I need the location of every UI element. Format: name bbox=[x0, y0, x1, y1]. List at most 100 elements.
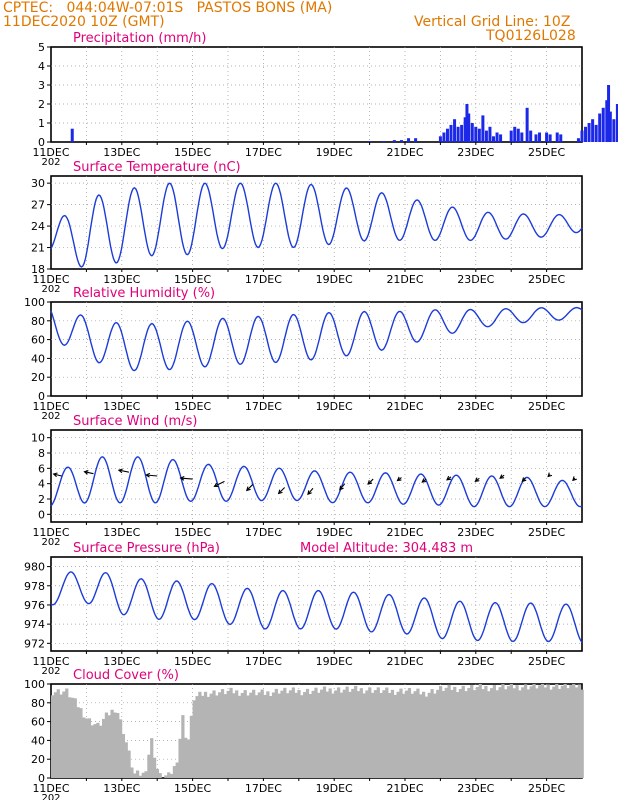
cloud-bar bbox=[288, 690, 293, 778]
y-tick-label: 10 bbox=[31, 432, 45, 445]
cloud-bar bbox=[303, 692, 307, 778]
cloud-bar bbox=[433, 693, 437, 778]
precip-bar bbox=[488, 126, 492, 142]
header-model-id: TQ0126L028 bbox=[486, 28, 576, 44]
cloud-bar bbox=[342, 689, 346, 778]
y-tick-label: 2 bbox=[38, 493, 45, 506]
panel-frame bbox=[50, 175, 583, 270]
x-tick-label: 25DEC bbox=[528, 400, 565, 413]
cloud-bar bbox=[155, 768, 160, 778]
cloud-bar bbox=[345, 686, 349, 778]
cloud-bar bbox=[467, 687, 471, 778]
cloud-bar bbox=[337, 687, 341, 778]
cloud-bar bbox=[223, 694, 227, 778]
cloud-bar bbox=[195, 696, 199, 778]
wind-arrow bbox=[339, 483, 346, 491]
cloud-bar bbox=[198, 691, 202, 778]
cloud-bar bbox=[521, 687, 525, 778]
cloud-bar bbox=[354, 685, 358, 778]
cloud-bar bbox=[127, 750, 131, 778]
precip-bar bbox=[584, 126, 588, 142]
cloud-bar bbox=[175, 762, 179, 778]
cloud-bar bbox=[580, 689, 584, 778]
y-tick-label: 20 bbox=[31, 371, 45, 384]
cloud-bar bbox=[246, 695, 250, 778]
precip-bar bbox=[456, 126, 460, 142]
wind-arrow-head bbox=[474, 477, 480, 482]
cloud-bar bbox=[133, 773, 137, 778]
cloud-bar bbox=[308, 694, 312, 778]
y-tick-label: 8 bbox=[38, 447, 45, 460]
cloud-bar bbox=[215, 695, 219, 778]
panel-title: Cloud Cover (%) bbox=[73, 668, 179, 683]
precip-bar bbox=[492, 136, 495, 142]
precip-bar bbox=[513, 126, 517, 142]
header-station: CPTEC: 044:04W-07:01S PASTOS BONS (MA) bbox=[3, 0, 333, 16]
cloud-bar bbox=[167, 772, 171, 778]
cloud-bar bbox=[450, 689, 454, 778]
x-tick-label: 13DEC bbox=[103, 526, 140, 539]
y-tick-label: 974 bbox=[24, 618, 45, 631]
cloud-bar bbox=[203, 691, 208, 778]
cloud-bar bbox=[87, 718, 92, 778]
wind-arrow bbox=[84, 471, 94, 475]
cloud-bar bbox=[331, 693, 335, 778]
precip-bar bbox=[70, 128, 74, 142]
y-tick-label: 60 bbox=[31, 716, 45, 729]
cloud-bar bbox=[59, 694, 63, 778]
x-tick-label: 11DEC bbox=[32, 400, 69, 413]
cloud-bar bbox=[297, 689, 301, 778]
cloud-bar bbox=[124, 742, 128, 778]
x-tick-label: 21DEC bbox=[386, 526, 423, 539]
wind-arrow-head bbox=[213, 482, 219, 488]
precip-bar bbox=[445, 128, 449, 142]
x-tick-label: 21DEC bbox=[386, 655, 423, 668]
cloud-bar bbox=[266, 691, 270, 778]
cloud-bar bbox=[164, 775, 168, 778]
cloud-bar bbox=[79, 708, 83, 778]
cloud-bar bbox=[405, 690, 409, 778]
y-tick-label: 27 bbox=[31, 199, 45, 212]
y-tick-label: 80 bbox=[31, 697, 45, 710]
series-line bbox=[50, 306, 583, 372]
precip-bar bbox=[615, 104, 618, 142]
cloud-bar bbox=[373, 690, 378, 778]
cloud-bar bbox=[532, 684, 536, 778]
x-year-label: 202 bbox=[41, 411, 60, 422]
cloud-bar bbox=[252, 689, 256, 778]
cloud-bar bbox=[543, 687, 547, 778]
x-year-label: 202 bbox=[41, 793, 60, 800]
cloud-bar bbox=[325, 691, 329, 778]
x-tick-label: 13DEC bbox=[103, 782, 140, 795]
cloud-bar bbox=[169, 773, 174, 778]
y-tick-label: 80 bbox=[31, 315, 45, 328]
precip-bar bbox=[555, 132, 559, 142]
cloud-bar bbox=[566, 688, 570, 778]
cloud-bar bbox=[492, 685, 497, 778]
cloud-bar bbox=[444, 687, 448, 778]
precip-bar bbox=[399, 140, 403, 142]
cloud-bar bbox=[118, 719, 123, 778]
wind-arrow-head bbox=[421, 478, 427, 483]
panel-title: Precipitation (mm/h) bbox=[73, 31, 206, 46]
x-tick-label: 19DEC bbox=[316, 655, 353, 668]
x-tick-label: 11DEC bbox=[32, 526, 69, 539]
cloud-bar bbox=[322, 686, 327, 778]
precip-bar bbox=[467, 113, 471, 142]
wind-arrow bbox=[146, 474, 158, 477]
cloud-bar bbox=[339, 692, 344, 778]
x-tick-label: 19DEC bbox=[316, 526, 353, 539]
cloud-bar bbox=[291, 687, 295, 778]
precip-bar bbox=[484, 130, 488, 142]
series-line bbox=[50, 456, 583, 508]
cloud-bar bbox=[280, 690, 284, 778]
cloud-bar bbox=[555, 684, 559, 778]
precip-bar bbox=[465, 104, 469, 142]
precip-bar bbox=[516, 128, 520, 142]
cloud-bar bbox=[421, 691, 426, 778]
precip-bar bbox=[580, 130, 584, 142]
x-tick-label: 11DEC bbox=[32, 782, 69, 795]
cloud-bar bbox=[495, 690, 499, 778]
x-tick-label: 11DEC bbox=[32, 146, 69, 159]
cloud-bar bbox=[121, 734, 126, 778]
